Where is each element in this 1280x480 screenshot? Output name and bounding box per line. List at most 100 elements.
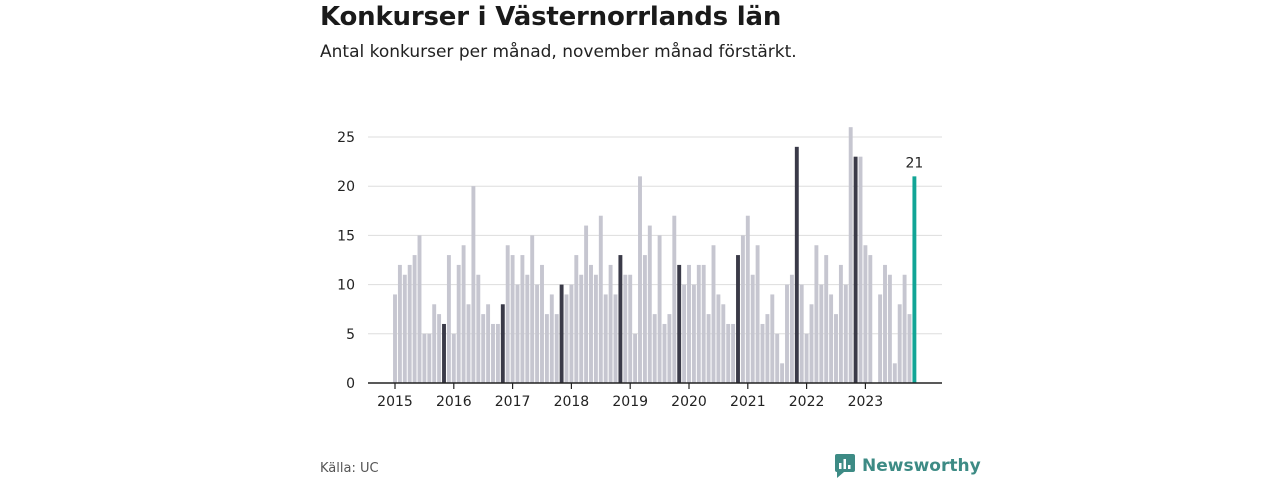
- bar-november: [442, 323, 446, 383]
- bar: [393, 294, 397, 383]
- bar: [544, 314, 549, 383]
- bar: [745, 215, 750, 383]
- bar-november: [500, 304, 505, 383]
- bar: [691, 284, 696, 383]
- bar: [505, 245, 510, 383]
- bar: [642, 255, 647, 383]
- bar-november: [794, 146, 799, 383]
- bar: [652, 314, 657, 383]
- bar: [432, 304, 437, 383]
- bar: [834, 314, 838, 383]
- bar: [687, 264, 691, 383]
- bar: [486, 304, 491, 383]
- bar-november: [853, 156, 858, 383]
- bar: [623, 274, 628, 383]
- newsworthy-logo-icon: [835, 454, 855, 478]
- bar: [633, 333, 638, 383]
- bar: [716, 294, 721, 383]
- bars: [393, 127, 917, 383]
- bar: [510, 255, 515, 383]
- y-tick-label: 25: [337, 130, 355, 146]
- bar: [701, 264, 706, 383]
- y-tick-label: 15: [337, 228, 355, 244]
- bar: [878, 294, 883, 383]
- bar: [750, 274, 755, 383]
- bar: [726, 323, 731, 383]
- x-tick-label: 2021: [730, 394, 766, 410]
- bar: [574, 255, 579, 383]
- bar: [608, 264, 613, 383]
- bar: [535, 284, 540, 383]
- bar: [554, 314, 559, 383]
- bar: [564, 294, 569, 383]
- bar: [579, 274, 584, 383]
- bar: [471, 186, 476, 383]
- bar: [495, 323, 500, 383]
- bar-november: [559, 284, 564, 383]
- bar: [530, 235, 535, 383]
- bar: [892, 363, 897, 383]
- y-tick-label: 0: [346, 376, 355, 392]
- bar: [662, 323, 667, 383]
- bar: [569, 284, 574, 383]
- bar: [422, 333, 427, 383]
- bar: [819, 284, 824, 383]
- x-tick-label: 2015: [377, 394, 413, 410]
- bar: [491, 323, 495, 383]
- bar: [628, 274, 633, 383]
- brand-name: Newsworthy: [862, 456, 981, 476]
- bar-november: [618, 255, 623, 383]
- x-tick-label: 2020: [671, 394, 707, 410]
- bar: [883, 264, 887, 383]
- bar: [858, 156, 863, 383]
- x-tick-label: 2023: [848, 394, 884, 410]
- bar: [540, 264, 544, 383]
- bar: [848, 127, 853, 383]
- bar: [770, 294, 775, 383]
- bar: [711, 245, 716, 383]
- bar: [598, 215, 603, 383]
- chart-title: Konkurser i Västernorrlands län: [320, 2, 782, 32]
- bar: [672, 215, 677, 383]
- bar: [589, 264, 593, 383]
- bar: [407, 264, 412, 383]
- bar: [814, 245, 819, 383]
- bar: [755, 245, 760, 383]
- bar: [897, 304, 902, 383]
- bar: [760, 323, 765, 383]
- bar: [402, 274, 407, 383]
- bar: [804, 333, 809, 383]
- bar: [466, 304, 471, 383]
- bar: [515, 284, 520, 383]
- latest-value-label: 21: [905, 155, 923, 171]
- x-tick-label: 2016: [436, 394, 472, 410]
- bar: [838, 264, 843, 383]
- bar: [902, 274, 907, 383]
- bar: [843, 284, 848, 383]
- bar: [446, 255, 451, 383]
- bar: [461, 245, 466, 383]
- bar: [525, 274, 530, 383]
- x-axis: 2015 2016 2017 2018 2019 2020 2021 2022 2023: [368, 382, 942, 410]
- bar: [657, 235, 662, 383]
- bar: [412, 255, 417, 383]
- bar-latest: [912, 176, 917, 383]
- bar: [682, 284, 687, 383]
- y-tick-label: 20: [337, 179, 355, 195]
- bar: [721, 304, 726, 383]
- y-tick-label: 10: [337, 278, 355, 294]
- bar: [863, 245, 868, 383]
- chart-subtitle: Antal konkurser per månad, november måna…: [320, 42, 797, 62]
- bar: [603, 294, 608, 383]
- bar: [706, 314, 711, 383]
- latest-annotation: 21: [905, 155, 923, 171]
- bar: [481, 314, 486, 383]
- bar: [799, 284, 804, 383]
- bar: [613, 294, 618, 383]
- bar: [397, 264, 402, 383]
- x-tick-label: 2017: [495, 394, 531, 410]
- bar: [520, 255, 525, 383]
- source-note: Källa: UC: [320, 461, 379, 476]
- bar: [667, 314, 672, 383]
